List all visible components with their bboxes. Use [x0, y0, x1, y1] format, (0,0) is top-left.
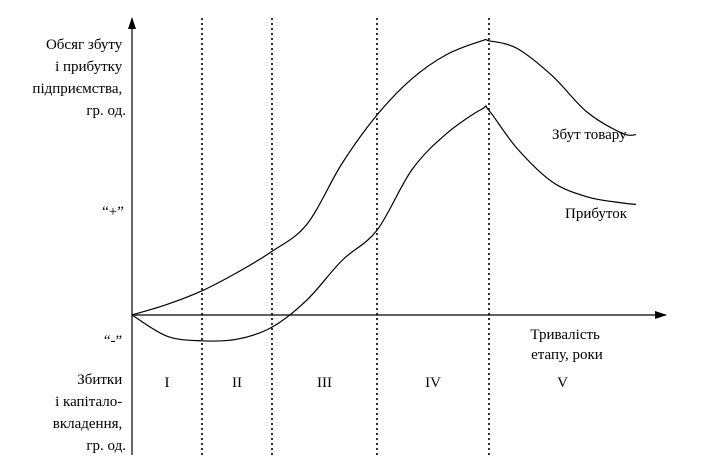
- y-axis-negative-label-line: вкладення,: [53, 416, 123, 432]
- stage-label: III: [317, 375, 332, 391]
- stage-label: I: [165, 375, 170, 391]
- stage-label: IV: [425, 375, 441, 391]
- stage-dividers: [201, 18, 490, 455]
- y-axis-negative-label-line: і капітало-: [55, 394, 122, 410]
- x-axis-label: Тривалість етапу, роки: [530, 327, 603, 363]
- stage-label: II: [232, 375, 242, 391]
- y-axis-negative-label: Збитки і капітало- вкладення, гр. од.: [53, 372, 126, 454]
- y-axis-label-line: підприємства,: [32, 81, 122, 97]
- y-axis-label-line: Обсяг збуту: [46, 37, 123, 53]
- series-label: Збут товару: [552, 127, 627, 143]
- x-axis-label-line: етапу, роки: [531, 347, 603, 363]
- negative-marker: “-”: [104, 333, 122, 349]
- y-axis-negative-label-line: гр. од.: [86, 438, 126, 454]
- x-axis-label-line: Тривалість: [530, 327, 600, 343]
- y-axis-label-line: і прибутку: [55, 59, 123, 75]
- stage-label: V: [557, 375, 568, 391]
- profit-curve: [131, 105, 637, 342]
- y-axis-negative-label-line: Збитки: [77, 372, 122, 388]
- sales-curve: [131, 38, 637, 316]
- y-axis-label: Обсяг збуту і прибутку підприємства, гр.…: [32, 37, 126, 119]
- y-axis-label-line: гр. од.: [86, 103, 126, 119]
- series-layer: [131, 38, 637, 342]
- series-label: Прибуток: [565, 206, 628, 222]
- positive-marker: “+”: [102, 204, 124, 220]
- series-labels: Збут товару Прибуток: [552, 127, 628, 222]
- stage-labels: I II III IV V: [165, 375, 569, 391]
